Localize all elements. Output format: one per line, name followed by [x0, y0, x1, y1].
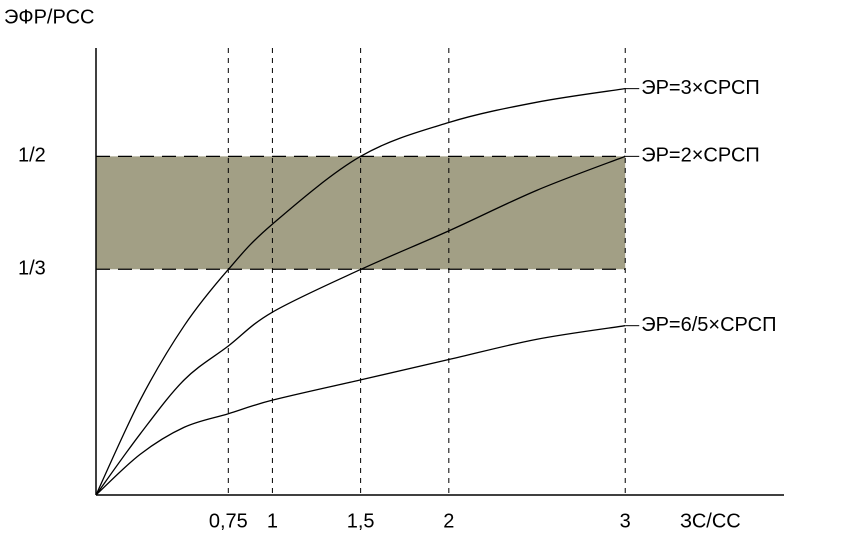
x-tick-label: 2 — [443, 510, 454, 532]
x-tick-label: 1 — [267, 510, 278, 532]
y-tick-label: 1/3 — [18, 258, 46, 280]
legend-entry: ЭР=2×СРСП — [641, 145, 760, 167]
legend-entry: ЭР=3×СРСП — [641, 77, 760, 99]
x-tick-label: 0,75 — [209, 510, 248, 532]
y-axis-label: ЭФР/РСС — [4, 6, 94, 28]
x-tick-label: 1,5 — [347, 510, 375, 532]
series-line — [95, 155, 626, 496]
legend-entry: ЭР=6/5×СРСП — [641, 314, 776, 336]
series-line — [95, 325, 626, 496]
y-tick-label: 1/2 — [18, 145, 46, 167]
x-tick-label: 3 — [620, 510, 631, 532]
x-axis-label: ЗС/СС — [680, 510, 741, 532]
series-line — [95, 87, 626, 496]
